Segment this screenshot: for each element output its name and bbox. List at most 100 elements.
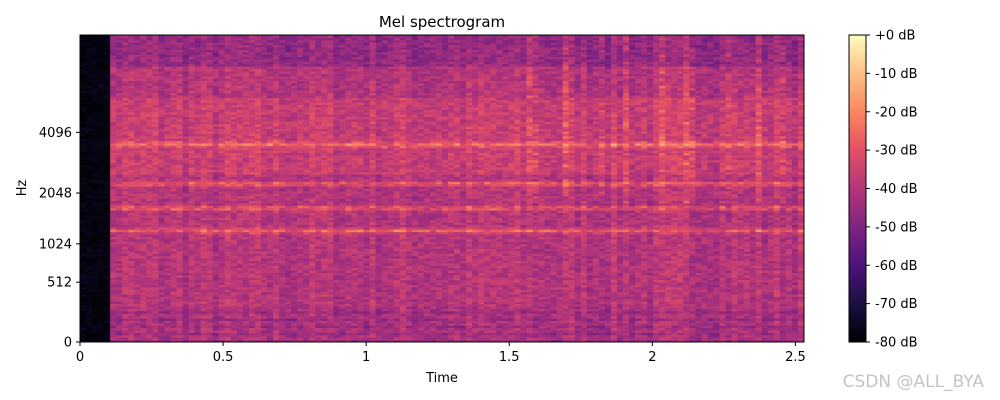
heatmap-cell	[104, 145, 111, 149]
heatmap-cell	[152, 162, 159, 166]
heatmap-cell	[182, 102, 190, 106]
heatmap-cell	[206, 289, 214, 293]
heatmap-cell	[206, 243, 214, 247]
heatmap-cell	[140, 111, 147, 115]
heatmap-cell	[164, 236, 171, 240]
heatmap-cell	[140, 75, 147, 79]
heatmap-cell	[92, 85, 99, 89]
heatmap-cell	[146, 171, 153, 175]
heatmap-cell	[140, 222, 147, 225]
heatmap-cell	[200, 66, 208, 70]
heatmap-cell	[110, 178, 117, 182]
heatmap-cell	[158, 176, 165, 180]
heatmap-cell	[170, 87, 178, 91]
heatmap-cell	[194, 49, 202, 53]
heatmap-cell	[146, 142, 153, 146]
heatmap-cell	[110, 306, 117, 309]
heatmap-cell	[176, 183, 184, 187]
heatmap-cell	[188, 159, 196, 163]
heatmap-cell	[176, 231, 184, 235]
heatmap-cell	[92, 214, 99, 218]
heatmap-cell	[98, 301, 105, 305]
heatmap-cell	[146, 212, 153, 216]
heatmap-cell	[86, 200, 93, 204]
heatmap-cell	[80, 255, 87, 259]
heatmap-cell	[92, 102, 99, 106]
heatmap-cell	[170, 102, 178, 106]
heatmap-cell	[206, 202, 214, 206]
heatmap-cell	[170, 159, 178, 163]
heatmap-cell	[164, 320, 171, 324]
heatmap-cell	[176, 217, 184, 221]
heatmap-cell	[170, 49, 178, 53]
heatmap-cell	[170, 162, 178, 166]
heatmap-cell	[86, 147, 93, 151]
heatmap-cell	[98, 286, 105, 290]
heatmap-cell	[80, 92, 87, 96]
heatmap-cell	[170, 277, 178, 281]
heatmap-cell	[92, 231, 99, 235]
heatmap-cell	[98, 231, 105, 235]
heatmap-cell	[194, 339, 202, 343]
heatmap-cell	[110, 265, 117, 269]
heatmap-cell	[176, 262, 184, 266]
heatmap-cell	[98, 212, 105, 216]
heatmap-cell	[146, 255, 153, 259]
heatmap-cell	[122, 258, 129, 261]
heatmap-cell	[140, 90, 147, 94]
heatmap-cell	[200, 121, 208, 125]
heatmap-cell	[98, 68, 105, 72]
heatmap-cell	[182, 262, 190, 266]
heatmap-cell	[194, 104, 202, 108]
heatmap-cell	[92, 121, 99, 125]
heatmap-cell	[104, 174, 111, 178]
heatmap-cell	[206, 313, 214, 317]
heatmap-cell	[176, 310, 184, 314]
heatmap-cell	[116, 267, 123, 271]
heatmap-cell	[206, 174, 214, 178]
heatmap-cell	[164, 217, 171, 221]
heatmap-cell	[128, 303, 135, 307]
heatmap-cell	[134, 154, 141, 158]
heatmap-cell	[110, 73, 117, 77]
heatmap-cell	[80, 63, 87, 67]
heatmap-cell	[86, 152, 93, 156]
heatmap-cell	[122, 94, 129, 98]
heatmap-cell	[122, 154, 129, 158]
heatmap-cell	[176, 260, 184, 264]
heatmap-cell	[164, 150, 171, 154]
heatmap-cell	[134, 176, 141, 180]
heatmap-cell	[158, 226, 165, 230]
heatmap-cell	[194, 56, 202, 60]
heatmap-cell	[134, 243, 141, 247]
heatmap-cell	[200, 39, 208, 43]
heatmap-cell	[206, 282, 214, 285]
heatmap-cell	[158, 87, 165, 91]
heatmap-cell	[140, 130, 147, 134]
heatmap-cell	[128, 332, 135, 336]
heatmap-cell	[92, 190, 99, 194]
heatmap-cell	[206, 327, 214, 331]
heatmap-cell	[170, 73, 178, 77]
heatmap-cell	[200, 284, 208, 288]
heatmap-cell	[176, 109, 184, 113]
heatmap-cell	[200, 162, 208, 166]
heatmap-cell	[104, 51, 111, 55]
heatmap-cell	[134, 142, 141, 146]
heatmap-cell	[110, 241, 117, 245]
heatmap-cell	[122, 325, 129, 329]
heatmap-cell	[110, 44, 117, 48]
heatmap-cell	[176, 145, 184, 149]
heatmap-cell	[104, 188, 111, 192]
heatmap-cell	[128, 157, 135, 161]
heatmap-cell	[146, 118, 153, 122]
heatmap-cell	[122, 164, 129, 168]
heatmap-cell	[128, 214, 135, 218]
heatmap-cell	[80, 106, 87, 110]
heatmap-cell	[116, 214, 123, 218]
heatmap-cell	[122, 46, 129, 50]
heatmap-cell	[92, 243, 99, 247]
heatmap-cell	[146, 260, 153, 264]
heatmap-cell	[146, 126, 153, 130]
heatmap-cell	[158, 195, 165, 199]
